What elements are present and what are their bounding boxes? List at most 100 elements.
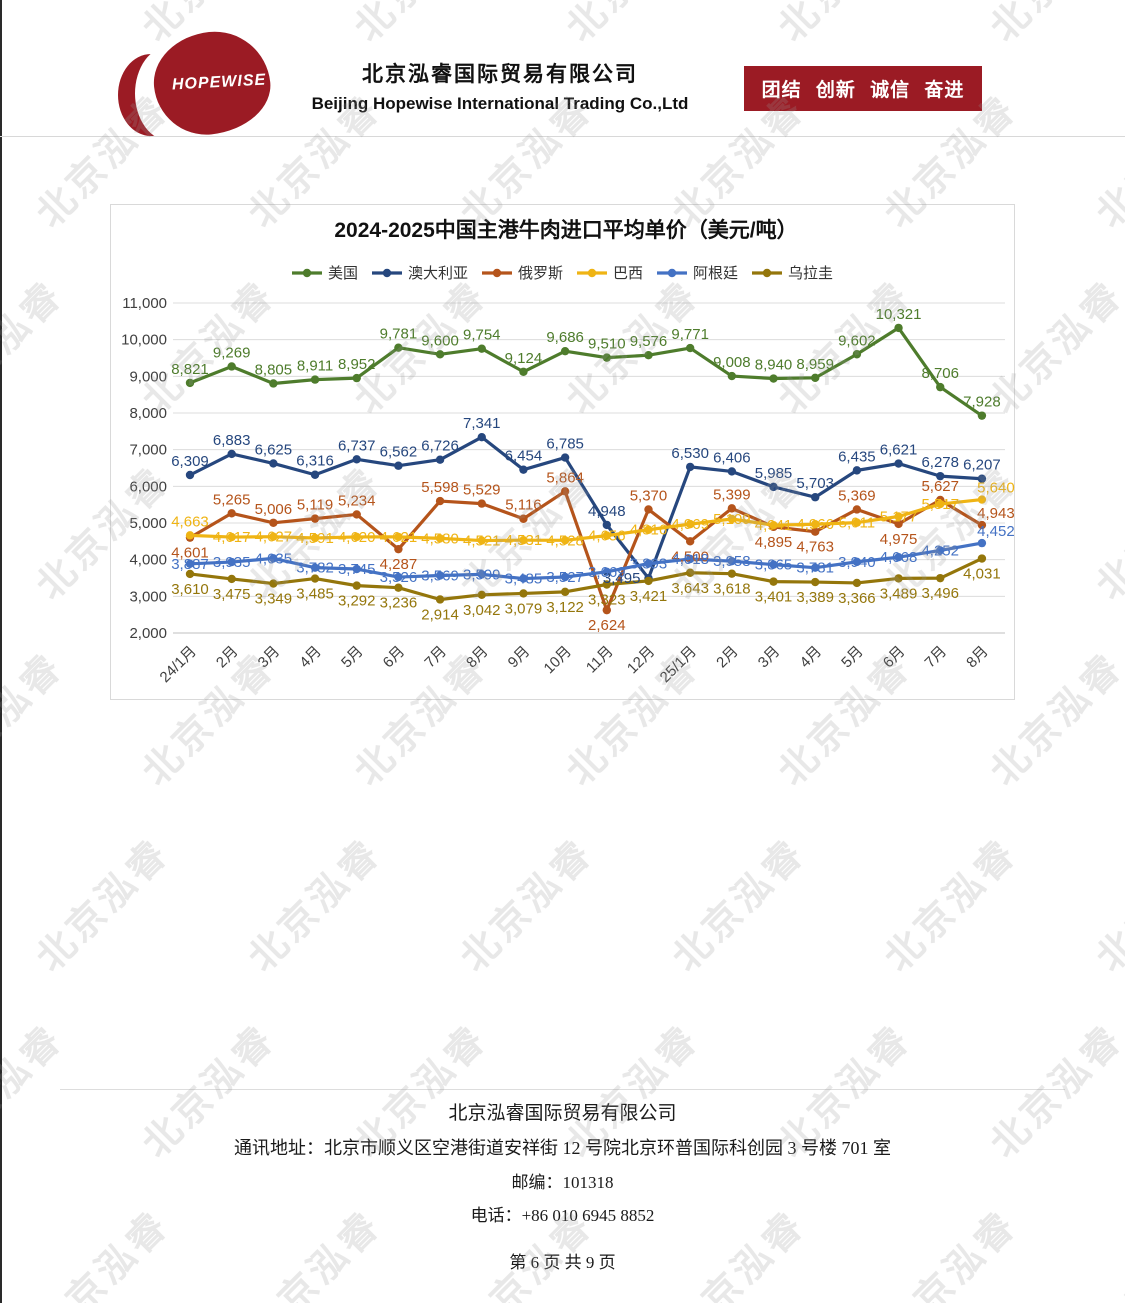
data-point-乌拉圭	[352, 581, 361, 590]
data-label-阿根廷: 4,068	[880, 549, 918, 566]
footer-divider	[60, 1089, 1065, 1090]
legend-dot-marker	[382, 268, 392, 278]
data-label-澳大利亚: 6,621	[880, 442, 918, 459]
data-label-巴西: 5,109	[713, 511, 751, 528]
data-label-澳大利亚: 6,737	[338, 437, 376, 454]
data-point-美国	[602, 353, 611, 362]
data-label-巴西: 4,969	[671, 516, 709, 533]
data-point-俄罗斯	[685, 537, 695, 546]
data-label-巴西: 5,011	[839, 515, 875, 532]
y-axis-tick-label: 10,000	[121, 332, 167, 349]
data-point-阿根廷	[602, 567, 611, 577]
y-axis-tick-label: 11,000	[122, 295, 167, 312]
data-point-美国	[560, 346, 570, 356]
data-point-俄罗斯	[977, 520, 987, 530]
data-label-美国: 9,600	[421, 332, 459, 349]
data-point-俄罗斯	[310, 514, 320, 523]
watermark-text: 北京泓睿	[1088, 87, 1125, 236]
data-label-乌拉圭: 3,292	[338, 593, 376, 610]
data-point-澳大利亚	[977, 474, 987, 483]
data-label-巴西: 4,617	[213, 529, 251, 546]
legend-item-巴西: 巴西	[577, 265, 643, 282]
data-point-澳大利亚	[394, 461, 403, 470]
data-point-阿根廷	[644, 559, 653, 568]
data-label-美国: 8,959	[796, 356, 834, 373]
data-point-俄罗斯	[894, 519, 903, 529]
data-label-美国: 9,008	[713, 354, 751, 371]
x-axis-tick-label: 3月	[255, 643, 284, 672]
data-point-澳大利亚	[685, 462, 695, 472]
data-point-美国	[185, 378, 195, 388]
data-label-乌拉圭: 3,236	[380, 595, 418, 612]
data-point-美国	[394, 343, 403, 352]
data-point-俄罗斯	[477, 499, 486, 508]
slogan-banner: 团结 创新 诚信 奋进	[744, 66, 982, 111]
x-axis-tick-label: 2月	[713, 643, 742, 672]
data-point-巴西	[602, 531, 611, 540]
series-line-乌拉圭	[188, 556, 984, 602]
data-label-巴西: 4,627	[255, 529, 293, 546]
data-point-巴西	[644, 525, 653, 534]
y-axis-tick-label: 5,000	[129, 515, 167, 532]
data-point-巴西	[269, 532, 278, 541]
watermark-text: 北京泓睿	[1088, 459, 1125, 608]
data-label-乌拉圭: 3,323	[588, 591, 626, 608]
data-label-阿根廷: 3,669	[588, 564, 626, 581]
data-label-乌拉圭: 3,401	[755, 589, 793, 606]
footer-company: 北京泓睿国际贸易有限公司	[448, 1103, 677, 1124]
header-divider	[0, 136, 1125, 137]
data-label-俄罗斯: 4,500	[671, 548, 709, 565]
x-axis-tick-label: 12月	[624, 643, 658, 677]
watermark-text: 北京泓睿	[28, 831, 178, 980]
data-label-乌拉圭: 3,349	[255, 591, 293, 608]
data-point-美国	[477, 344, 486, 353]
data-label-巴西: 5,640	[977, 480, 1015, 497]
data-label-乌拉圭: 3,042	[463, 602, 501, 619]
data-point-阿根廷	[435, 571, 445, 580]
data-label-阿根廷: 4,452	[977, 523, 1015, 540]
data-point-俄罗斯	[269, 518, 278, 527]
data-label-俄罗斯: 5,119	[297, 497, 333, 514]
data-point-俄罗斯	[852, 505, 862, 514]
data-label-阿根廷: 3,940	[838, 554, 876, 571]
data-label-阿根廷: 3,893	[630, 556, 668, 573]
data-point-澳大利亚	[936, 471, 945, 481]
legend-label: 阿根廷	[693, 265, 738, 282]
data-label-阿根廷: 3,865	[755, 557, 793, 574]
data-point-阿根廷	[185, 559, 195, 569]
data-label-俄罗斯: 4,895	[755, 534, 793, 551]
data-label-阿根廷: 3,958	[713, 553, 751, 570]
data-point-乌拉圭	[269, 579, 278, 588]
data-point-乌拉圭	[602, 580, 611, 589]
data-label-巴西: 4,620	[338, 529, 376, 546]
data-label-澳大利亚: 6,278	[921, 454, 959, 471]
data-point-澳大利亚	[811, 493, 820, 502]
data-label-俄罗斯: 5,627	[921, 478, 959, 495]
data-label-乌拉圭: 3,079	[505, 600, 543, 617]
x-axis-tick-label: 2月	[213, 643, 242, 672]
data-point-澳大利亚	[894, 459, 903, 468]
chart-title: 2024-2025中国主港牛肉进口平均单价（美元/吨）	[334, 218, 797, 242]
data-label-美国: 9,602	[838, 332, 876, 349]
data-label-美国: 9,781	[380, 326, 418, 343]
data-point-美国	[644, 351, 653, 360]
data-label-乌拉圭: 3,389	[796, 589, 834, 606]
data-label-巴西: 4,656	[588, 528, 626, 545]
data-point-巴西	[727, 514, 737, 524]
data-point-俄罗斯	[602, 605, 611, 615]
data-point-阿根廷	[519, 574, 528, 583]
series-line-巴西	[188, 497, 984, 543]
data-point-乌拉圭	[685, 568, 695, 577]
legend-label: 澳大利亚	[408, 265, 468, 282]
series-line-阿根廷	[188, 541, 984, 581]
x-axis-tick-label: 6月	[380, 643, 409, 672]
legend-item-美国: 美国	[292, 265, 358, 282]
data-label-澳大利亚: 6,625	[255, 441, 293, 458]
data-point-澳大利亚	[727, 467, 737, 476]
x-axis-tick-label: 5月	[338, 643, 367, 672]
data-point-澳大利亚	[269, 459, 278, 468]
data-label-乌拉圭: 3,489	[880, 585, 918, 602]
data-label-巴西: 4,663	[171, 513, 209, 530]
data-point-美国	[852, 350, 862, 359]
